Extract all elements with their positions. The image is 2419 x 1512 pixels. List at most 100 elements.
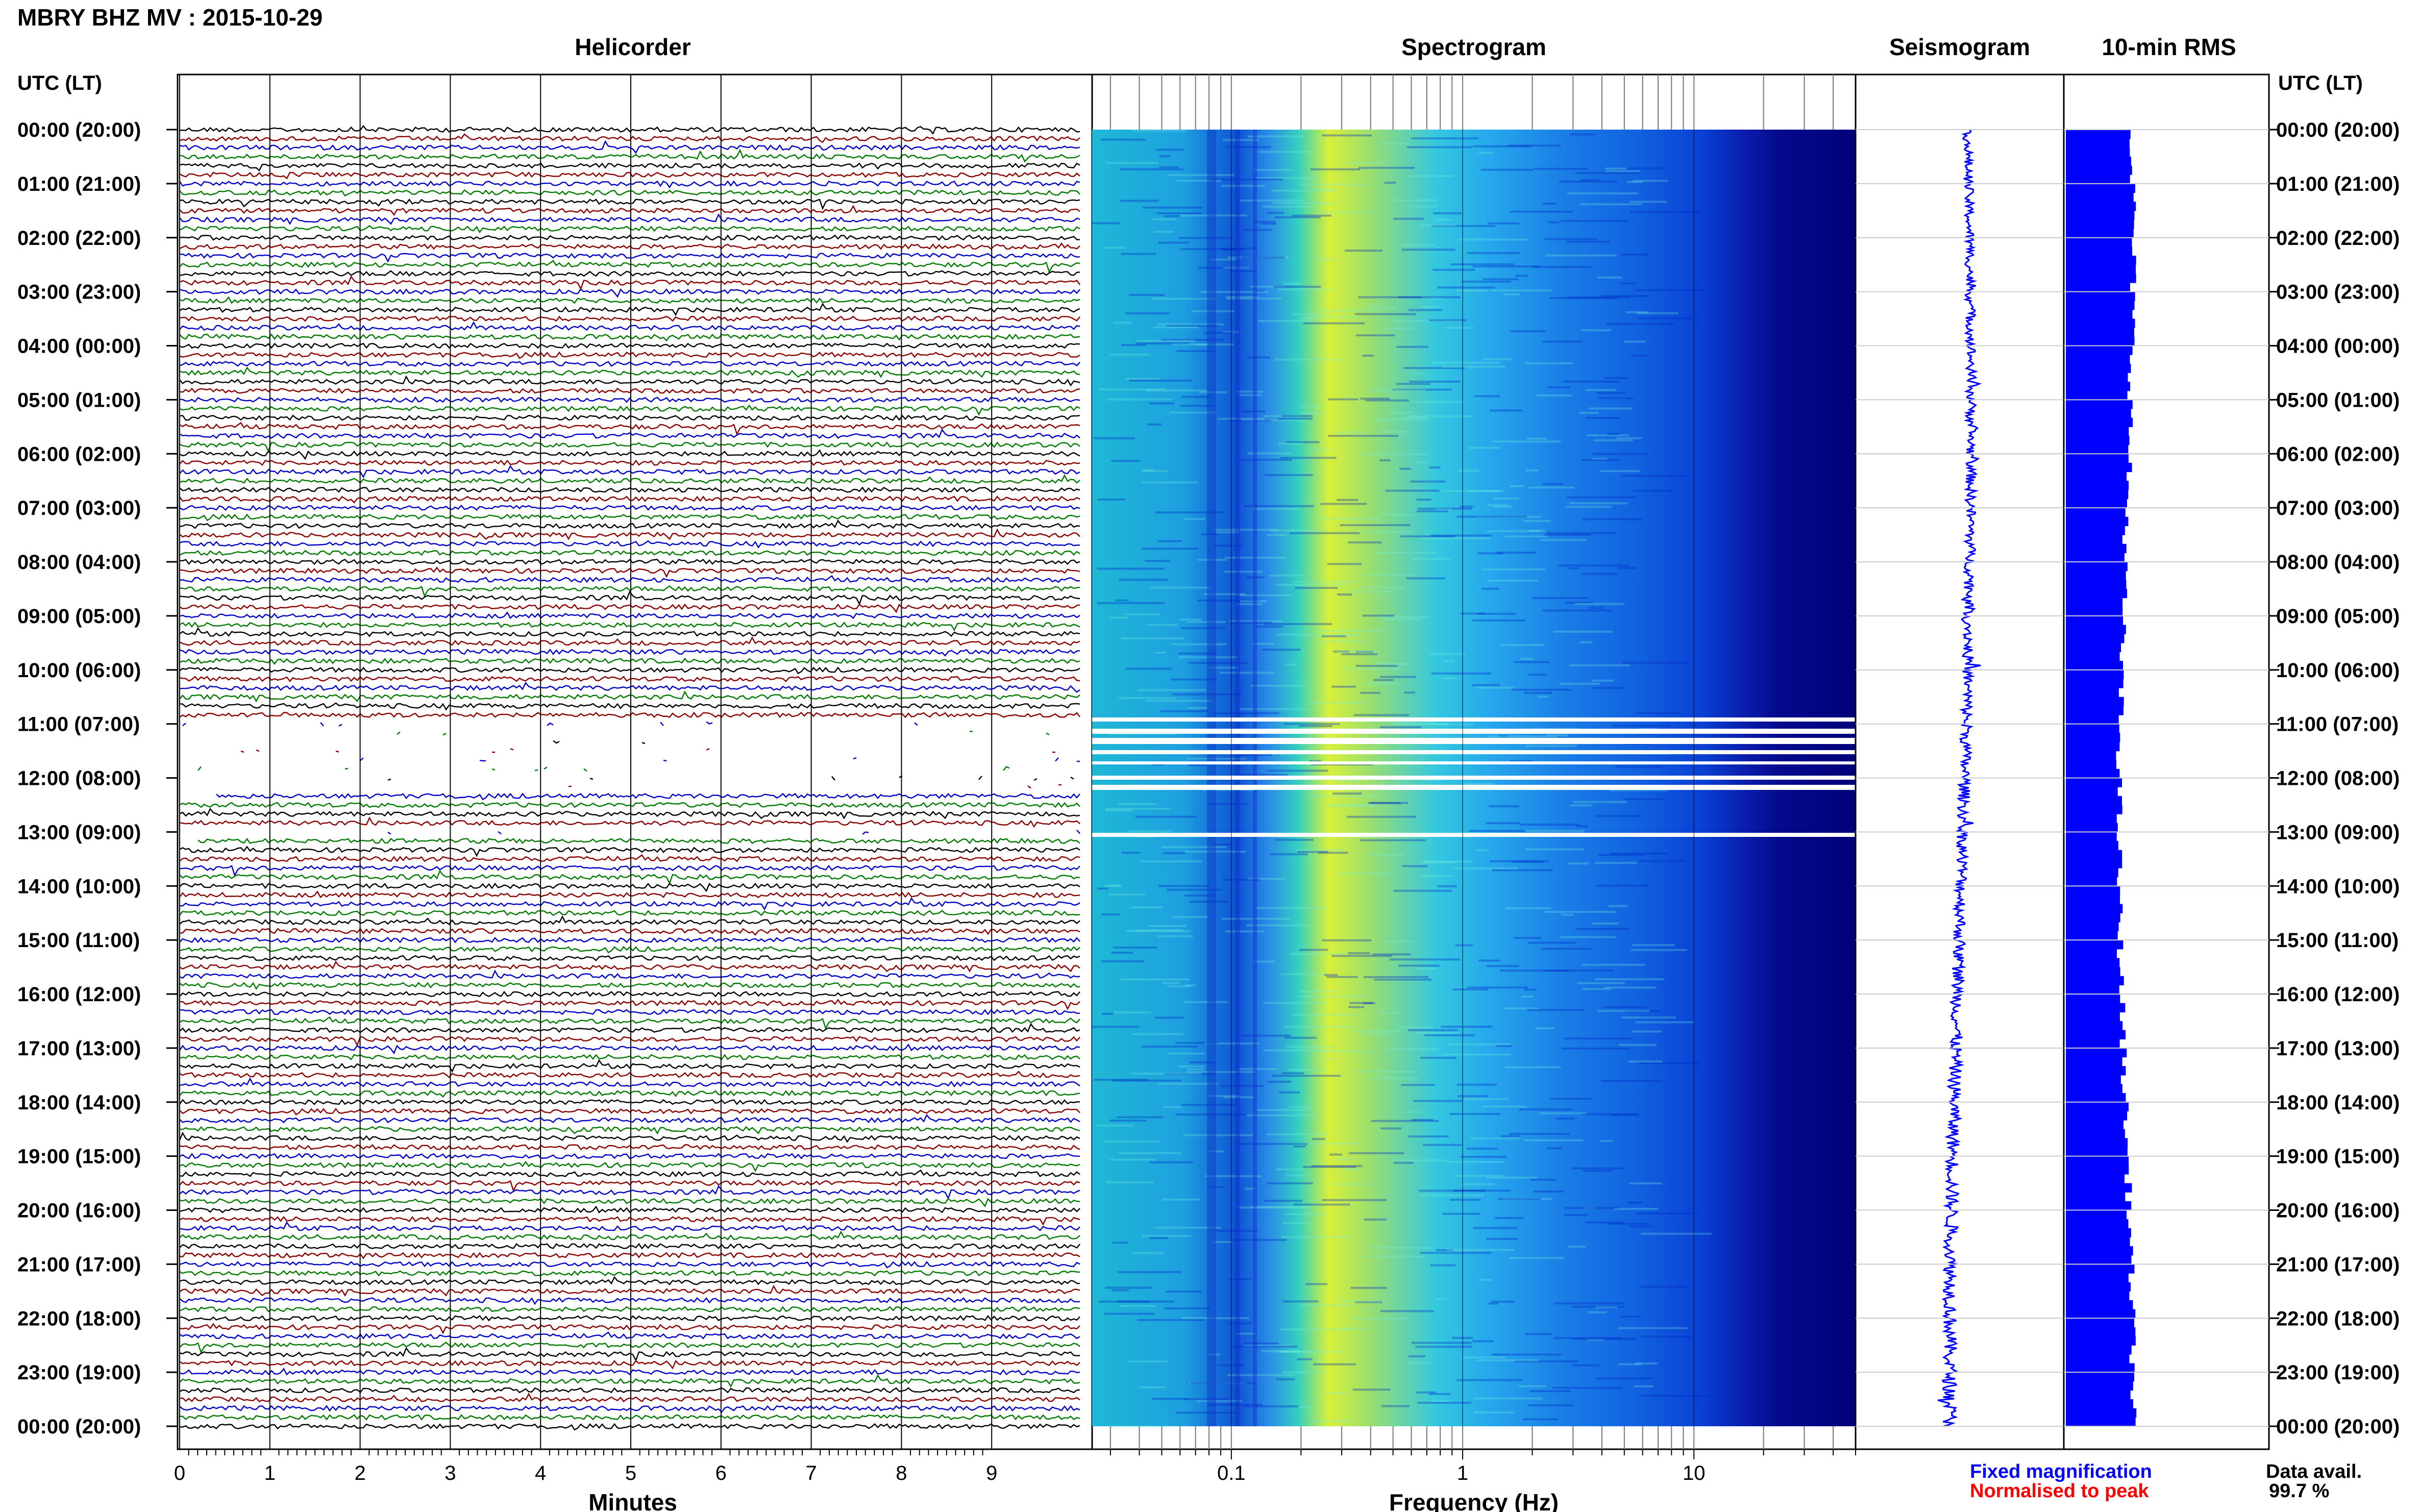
spectrogram-texture bbox=[1370, 802, 1409, 804]
rms-bar bbox=[2066, 1219, 2129, 1229]
spectrogram-texture bbox=[1502, 1198, 1552, 1200]
spectrogram-texture bbox=[1178, 652, 1217, 655]
spectrogram-texture bbox=[1384, 182, 1396, 184]
spectrogram-texture bbox=[1201, 533, 1219, 536]
spectrogram-texture bbox=[1359, 1308, 1371, 1310]
spectrogram-texture bbox=[1180, 405, 1215, 407]
spectrogram-texture bbox=[1367, 854, 1405, 856]
time-label-right: 11:00 (07:00) bbox=[2276, 713, 2399, 736]
spectrogram-texture bbox=[1207, 1095, 1241, 1097]
spectrogram-texture bbox=[1523, 1418, 1558, 1421]
spectrogram-texture bbox=[1588, 1311, 1607, 1313]
time-label-left: 03:00 (23:00) bbox=[17, 281, 141, 304]
rms-bar bbox=[2066, 1264, 2135, 1274]
spectrogram-texture bbox=[1603, 1006, 1648, 1008]
rms-panel bbox=[2063, 73, 2270, 1450]
helicorder-trace bbox=[179, 1315, 1080, 1322]
spectrogram-texture bbox=[1523, 830, 1585, 832]
helicorder-trace bbox=[179, 171, 1080, 180]
time-label-left: 23:00 (19:00) bbox=[17, 1361, 141, 1384]
rms-bar bbox=[2066, 886, 2120, 896]
spectrogram-texture bbox=[1238, 394, 1262, 396]
helicorder-trace bbox=[179, 1306, 1080, 1312]
rms-bar bbox=[2066, 724, 2119, 733]
spectrogram-texture bbox=[1511, 860, 1544, 863]
spectrogram-texture bbox=[1408, 415, 1472, 417]
time-label-right: 22:00 (18:00) bbox=[2276, 1307, 2400, 1330]
spectrogram-texture bbox=[1632, 944, 1675, 947]
spectrogram-texture bbox=[1152, 298, 1216, 300]
spectrogram-texture bbox=[1119, 200, 1159, 202]
spectrogram-texture bbox=[1348, 1006, 1365, 1008]
rms-bar bbox=[2066, 1111, 2128, 1121]
spectrogram-texture bbox=[1501, 1135, 1520, 1137]
spectrogram-texture bbox=[1149, 1236, 1169, 1239]
helicorder-trace bbox=[179, 234, 1080, 241]
spectrogram-gap bbox=[1092, 761, 1856, 764]
spectrogram-texture bbox=[1274, 216, 1321, 218]
spectrogram-texture bbox=[1295, 587, 1338, 589]
spectrogram-texture bbox=[1448, 1043, 1511, 1046]
spectrogram-texture bbox=[1625, 311, 1649, 313]
helicorder-trace bbox=[387, 829, 1080, 835]
spectrogram-texture bbox=[1430, 1264, 1455, 1267]
time-label-left: 02:00 (22:00) bbox=[17, 227, 141, 250]
spectrogram-texture bbox=[1330, 804, 1380, 806]
spectrogram-texture bbox=[1601, 295, 1649, 298]
spectrogram-texture bbox=[1455, 944, 1473, 947]
spectrogram-texture bbox=[1430, 1400, 1450, 1402]
spectrogram-texture bbox=[1417, 968, 1438, 970]
spectrogram-texture bbox=[1332, 780, 1360, 782]
spectrogram-texture bbox=[1393, 889, 1452, 892]
spectrogram-texture bbox=[1331, 1183, 1371, 1185]
spectrogram-texture bbox=[1112, 1242, 1128, 1244]
spectrogram-texture bbox=[1119, 1152, 1182, 1154]
spectrogram-texture bbox=[1157, 540, 1182, 542]
helicorder-trace bbox=[179, 970, 1080, 979]
spectrogram-texture bbox=[1619, 1316, 1641, 1318]
spectrogram-texture bbox=[1544, 534, 1591, 536]
spectrogram-texture bbox=[1492, 1353, 1562, 1356]
spectrogram-texture bbox=[1525, 745, 1577, 747]
spectrogram-texture bbox=[1184, 518, 1205, 520]
spectrogram-texture bbox=[1281, 1072, 1304, 1075]
rms-bar bbox=[2066, 165, 2132, 175]
helicorder-trace bbox=[179, 387, 1080, 394]
rms-bar bbox=[2066, 1336, 2136, 1346]
spectrogram-texture bbox=[1214, 712, 1279, 714]
spectrogram-texture bbox=[1596, 884, 1648, 887]
spectrogram-texture bbox=[1314, 1050, 1373, 1053]
helicorder-trace bbox=[179, 960, 1080, 973]
helicorder-trace bbox=[179, 414, 1080, 421]
rms-bar bbox=[2066, 1354, 2130, 1364]
spectrogram-texture bbox=[1303, 1166, 1356, 1168]
spectrogram-texture bbox=[1472, 265, 1540, 268]
spectrogram-texture bbox=[1472, 619, 1525, 622]
spectrogram-texture bbox=[1167, 1052, 1205, 1055]
time-label-right: 12:00 (08:00) bbox=[2276, 767, 2400, 790]
time-label-left: 16:00 (12:00) bbox=[17, 983, 141, 1006]
spectrogram-texture bbox=[1360, 530, 1413, 533]
helicorder-trace bbox=[180, 1009, 1080, 1015]
spectrogram-texture bbox=[1273, 285, 1321, 288]
spectrogram-texture bbox=[1423, 860, 1472, 863]
spectrogram-texture bbox=[1280, 973, 1327, 976]
helicorder-trace bbox=[179, 1035, 1080, 1047]
spectrogram-texture bbox=[1120, 168, 1184, 170]
spectrogram-texture bbox=[1115, 599, 1129, 602]
helicorder-trace bbox=[179, 140, 1080, 154]
spectrogram-texture bbox=[1101, 913, 1120, 916]
spectrogram-texture bbox=[1238, 1068, 1277, 1070]
time-label-left: 00:00 (20:00) bbox=[17, 119, 141, 141]
spectrogram-texture bbox=[1360, 398, 1390, 400]
spectrogram-texture bbox=[1348, 952, 1370, 954]
spectrogram-texture bbox=[1355, 664, 1397, 667]
spectrogram-texture bbox=[1337, 499, 1359, 501]
spectrogram-texture bbox=[1499, 970, 1569, 972]
rms-bar bbox=[2066, 138, 2130, 148]
helicorder-trace bbox=[179, 528, 1080, 540]
time-label-right: 20:00 (16:00) bbox=[2276, 1200, 2400, 1222]
spectrogram-texture bbox=[1244, 1342, 1279, 1345]
spectrogram-texture bbox=[1488, 504, 1508, 507]
helicorder-trace bbox=[179, 1342, 1080, 1354]
